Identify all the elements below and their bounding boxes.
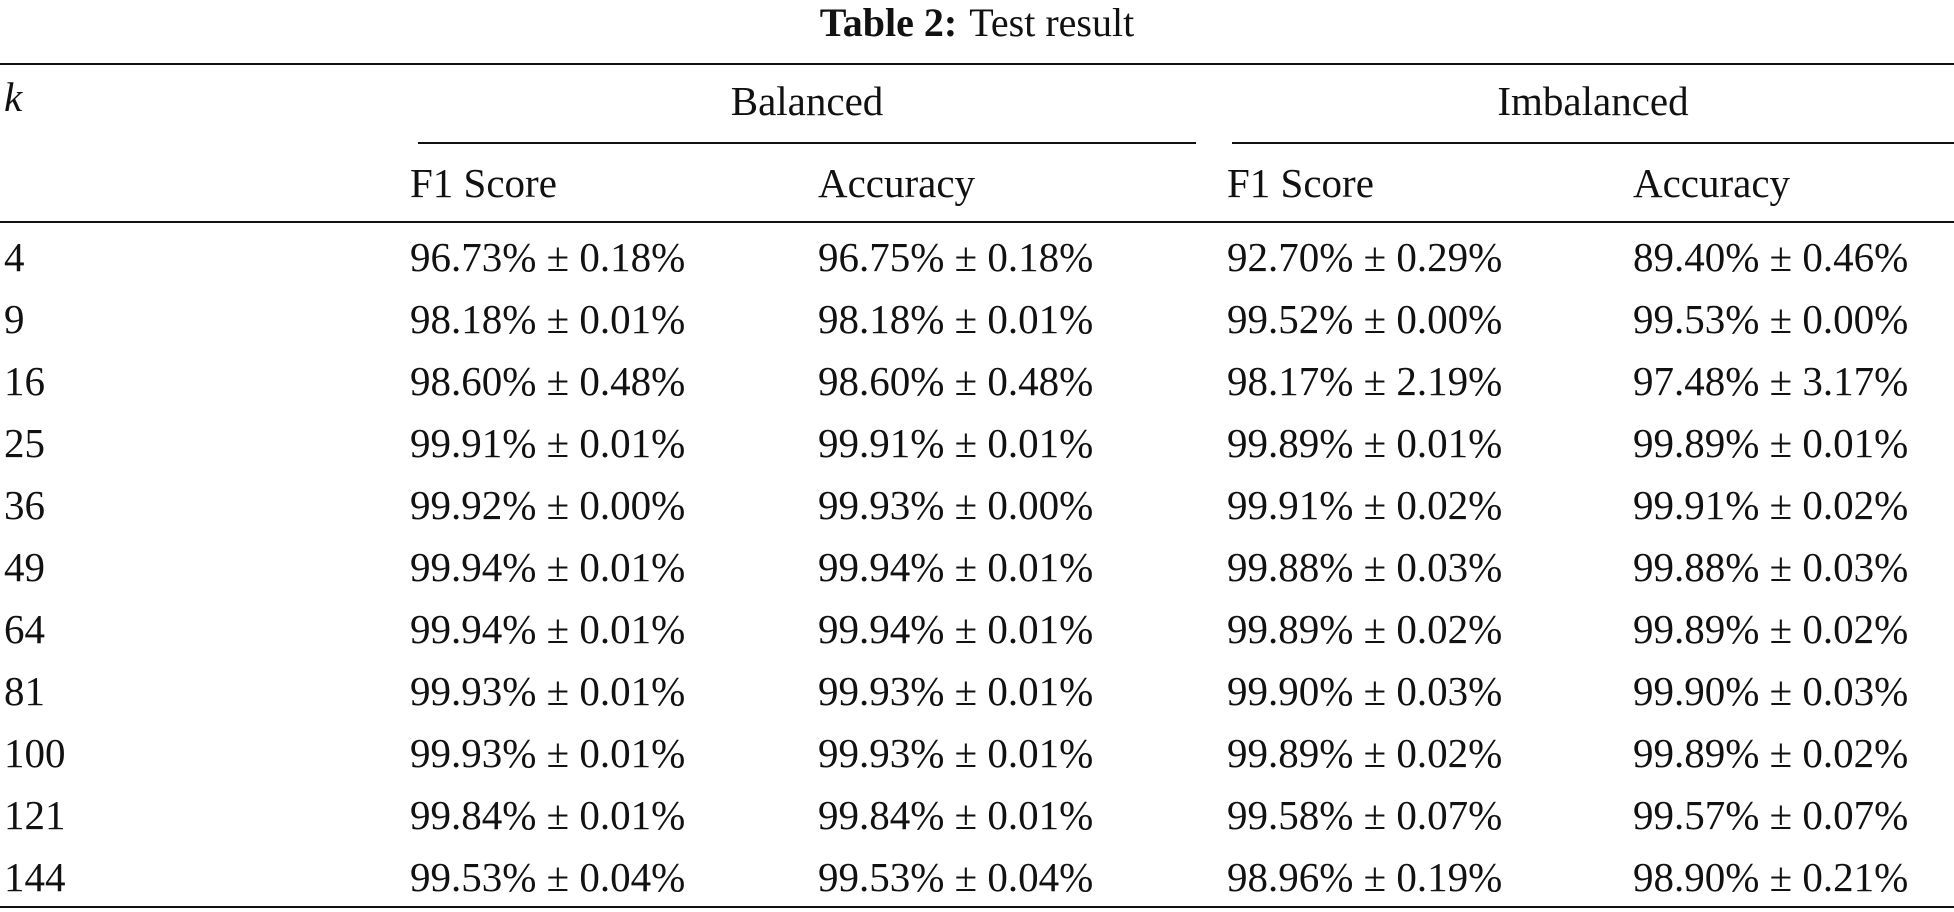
table-row: 81 99.93% ± 0.01% 99.93% ± 0.01% 99.90% …: [0, 660, 1954, 722]
balanced-group-rule: [418, 142, 1196, 144]
balanced-accuracy-value: 99.91% ± 0.01%: [818, 420, 1094, 466]
imbalanced-accuracy-value: 99.89% ± 0.02%: [1633, 606, 1909, 652]
balanced-f1-value: 98.60% ± 0.48%: [410, 358, 686, 404]
k-value: 36: [4, 482, 45, 528]
balanced-accuracy-value: 99.94% ± 0.01%: [818, 544, 1094, 590]
group-header-imbalanced: Imbalanced: [1497, 78, 1689, 124]
imbalanced-accuracy-value: 99.53% ± 0.00%: [1633, 296, 1909, 342]
imbalanced-f1-value: 99.89% ± 0.02%: [1227, 606, 1503, 652]
imbalanced-f1-value: 92.70% ± 0.29%: [1227, 234, 1503, 280]
balanced-f1-value: 99.91% ± 0.01%: [410, 420, 686, 466]
balanced-f1-value: 99.94% ± 0.01%: [410, 606, 686, 652]
imbalanced-accuracy-value: 99.88% ± 0.03%: [1633, 544, 1909, 590]
table-row: 144 99.53% ± 0.04% 99.53% ± 0.04% 98.96%…: [0, 846, 1954, 908]
imbalanced-accuracy-value: 99.89% ± 0.01%: [1633, 420, 1909, 466]
subheader-imbalanced-accuracy: Accuracy: [1633, 160, 1791, 206]
table-row: 49 99.94% ± 0.01% 99.94% ± 0.01% 99.88% …: [0, 536, 1954, 598]
imbalanced-accuracy-value: 98.90% ± 0.21%: [1633, 854, 1909, 900]
k-value: 100: [4, 730, 66, 776]
imbalanced-f1-value: 99.58% ± 0.07%: [1227, 792, 1503, 838]
bottom-rule: [0, 906, 1954, 908]
balanced-f1-value: 99.92% ± 0.00%: [410, 482, 686, 528]
imbalanced-f1-value: 99.89% ± 0.01%: [1227, 420, 1503, 466]
k-value: 64: [4, 606, 45, 652]
caption-label: Table 2:: [819, 0, 958, 45]
balanced-accuracy-value: 98.18% ± 0.01%: [818, 296, 1094, 342]
k-value: 16: [4, 358, 45, 404]
k-value: 4: [4, 234, 25, 280]
balanced-f1-value: 99.53% ± 0.04%: [410, 854, 686, 900]
balanced-accuracy-value: 96.75% ± 0.18%: [818, 234, 1094, 280]
table-row: 100 99.93% ± 0.01% 99.93% ± 0.01% 99.89%…: [0, 722, 1954, 784]
k-value: 9: [4, 296, 25, 342]
balanced-accuracy-value: 99.93% ± 0.01%: [818, 668, 1094, 714]
top-rule: [0, 63, 1954, 65]
imbalanced-accuracy-value: 99.57% ± 0.07%: [1633, 792, 1909, 838]
balanced-f1-value: 99.93% ± 0.01%: [410, 730, 686, 776]
imbalanced-accuracy-value: 97.48% ± 3.17%: [1633, 358, 1909, 404]
table-row: 4 96.73% ± 0.18% 96.75% ± 0.18% 92.70% ±…: [0, 226, 1954, 288]
caption-text: Test result: [969, 0, 1135, 45]
table-row: 16 98.60% ± 0.48% 98.60% ± 0.48% 98.17% …: [0, 350, 1954, 412]
balanced-f1-value: 99.93% ± 0.01%: [410, 668, 686, 714]
imbalanced-group-rule: [1232, 142, 1954, 144]
k-value: 144: [4, 854, 66, 900]
balanced-accuracy-value: 99.53% ± 0.04%: [818, 854, 1094, 900]
k-value: 25: [4, 420, 45, 466]
table-row: 36 99.92% ± 0.00% 99.93% ± 0.00% 99.91% …: [0, 474, 1954, 536]
imbalanced-f1-value: 99.91% ± 0.02%: [1227, 482, 1503, 528]
imbalanced-f1-value: 99.89% ± 0.02%: [1227, 730, 1503, 776]
imbalanced-accuracy-value: 99.89% ± 0.02%: [1633, 730, 1909, 776]
balanced-accuracy-value: 99.93% ± 0.00%: [818, 482, 1094, 528]
imbalanced-accuracy-value: 99.91% ± 0.02%: [1633, 482, 1909, 528]
balanced-accuracy-value: 99.84% ± 0.01%: [818, 792, 1094, 838]
balanced-f1-value: 99.84% ± 0.01%: [410, 792, 686, 838]
table-caption: Table 2: Test result: [0, 0, 1954, 46]
table-row: 25 99.91% ± 0.01% 99.91% ± 0.01% 99.89% …: [0, 412, 1954, 474]
k-value: 121: [4, 792, 66, 838]
balanced-accuracy-value: 98.60% ± 0.48%: [818, 358, 1094, 404]
imbalanced-f1-value: 99.52% ± 0.00%: [1227, 296, 1503, 342]
balanced-accuracy-value: 99.93% ± 0.01%: [818, 730, 1094, 776]
k-value: 49: [4, 544, 45, 590]
k-column-header: k: [4, 74, 23, 120]
imbalanced-f1-value: 99.88% ± 0.03%: [1227, 544, 1503, 590]
imbalanced-f1-value: 98.17% ± 2.19%: [1227, 358, 1503, 404]
balanced-f1-value: 96.73% ± 0.18%: [410, 234, 686, 280]
table-row: 64 99.94% ± 0.01% 99.94% ± 0.01% 99.89% …: [0, 598, 1954, 660]
imbalanced-f1-value: 98.96% ± 0.19%: [1227, 854, 1503, 900]
imbalanced-f1-value: 99.90% ± 0.03%: [1227, 668, 1503, 714]
table-row: 9 98.18% ± 0.01% 98.18% ± 0.01% 99.52% ±…: [0, 288, 1954, 350]
subheader-balanced-accuracy: Accuracy: [818, 160, 976, 206]
header-rule: [0, 221, 1954, 223]
subheader-imbalanced-f1: F1 Score: [1227, 160, 1374, 206]
table-row: 121 99.84% ± 0.01% 99.84% ± 0.01% 99.58%…: [0, 784, 1954, 846]
imbalanced-accuracy-value: 99.90% ± 0.03%: [1633, 668, 1909, 714]
imbalanced-accuracy-value: 89.40% ± 0.46%: [1633, 234, 1909, 280]
balanced-f1-value: 99.94% ± 0.01%: [410, 544, 686, 590]
balanced-f1-value: 98.18% ± 0.01%: [410, 296, 686, 342]
balanced-accuracy-value: 99.94% ± 0.01%: [818, 606, 1094, 652]
group-header-balanced: Balanced: [730, 78, 884, 124]
k-value: 81: [4, 668, 45, 714]
subheader-balanced-f1: F1 Score: [410, 160, 557, 206]
